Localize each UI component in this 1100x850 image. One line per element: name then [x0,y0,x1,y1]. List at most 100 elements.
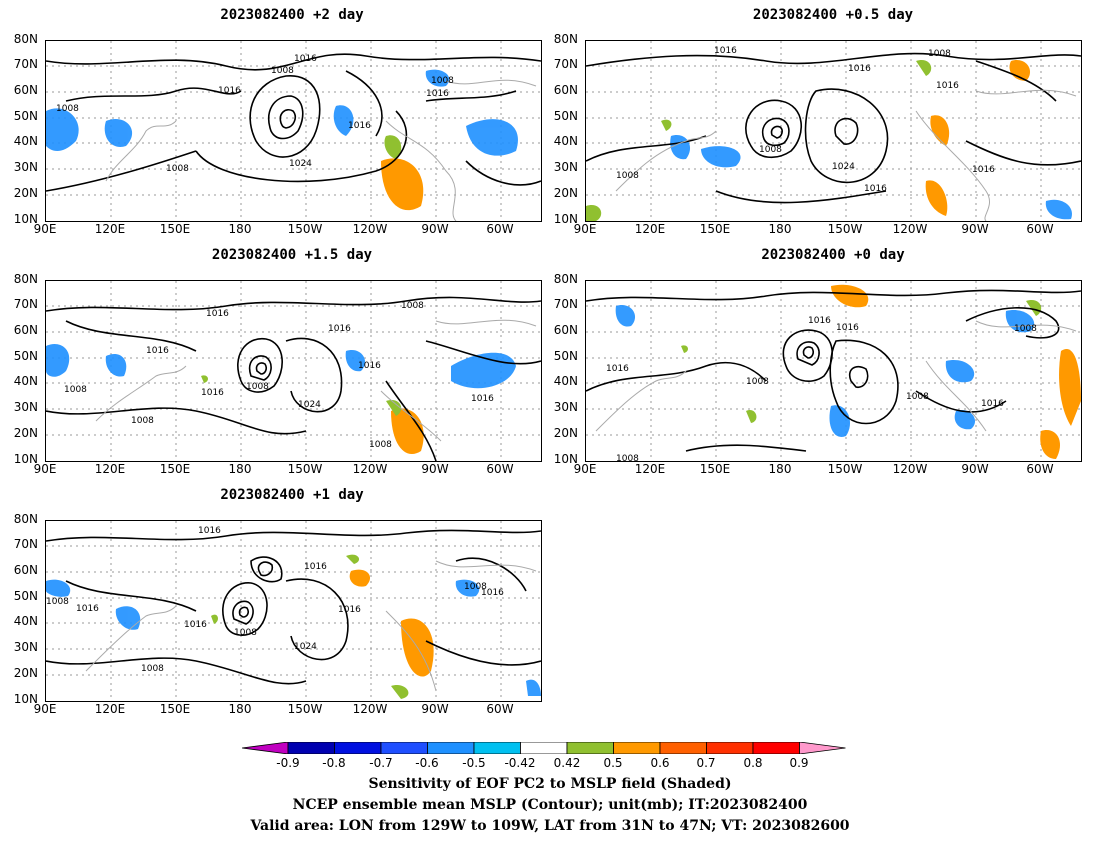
contour-label: 1016 [206,309,229,319]
colorbar-swatch [520,742,568,754]
contour-label: 1016 [481,588,504,598]
lat-label: 30N [13,400,38,414]
contour-label: 1008 [928,49,951,59]
lon-label: 120W [352,462,388,476]
lat-label: 50N [13,349,38,363]
lat-label: 10N [13,692,38,706]
colorbar-tick-label: 0.42 [553,756,581,770]
lat-label: 60N [13,563,38,577]
map-canvas: 1016 1016 1008 1016 1008 1016 1008 1008 [586,281,1081,461]
contour-label: 1008 [56,104,79,114]
contour-label: 1008 [1014,324,1037,334]
lat-label: 80N [13,272,38,286]
contour-label: 1016 [848,64,871,74]
lon-label: 90E [573,462,597,476]
lat-label: 60N [553,83,578,97]
colorbar-tick-label: 0.5 [603,756,623,770]
caption-line-2: NCEP ensemble mean MSLP (Contour); unit(… [292,797,808,813]
lat-label: 50N [553,349,578,363]
lat-label: 40N [13,374,38,388]
colorbar-tick-label: 0.6 [650,756,670,770]
contour-label: 1024 [832,162,855,172]
lon-label: 90W [421,702,449,716]
lat-label: 20N [553,186,578,200]
contour-label: 1008 [166,164,189,174]
contour-label: 1016 [426,89,449,99]
contour-label: 1024 [298,400,321,410]
contour-label: 1016 [936,81,959,91]
contour-label: 1008 [271,66,294,76]
lon-label: 120E [94,462,126,476]
colorbar-swatch [242,742,289,754]
colorbar-swatch [380,742,428,754]
contour-label: 1016 [348,121,371,131]
colorbar-swatch [799,742,846,754]
colorbar-swatch [566,742,614,754]
contour-label: 1024 [294,642,317,652]
panel-title: 2023082400 +0 day [761,247,905,263]
lon-label: 150E [159,462,191,476]
contour-label: 1024 [289,159,312,169]
caption-line-1: Sensitivity of EOF PC2 to MSLP field (Sh… [368,776,732,792]
lon-label: 150W [287,702,323,716]
colorbar-swatch [613,742,661,754]
lat-label: 70N [13,537,38,551]
contour-label: 1016 [606,364,629,374]
map-plot: 1016 1016 1016 1008 1016 1008 1024 1016 … [45,280,542,462]
lat-label: 40N [553,134,578,148]
lat-label: 30N [13,640,38,654]
lon-label: 120E [634,222,666,236]
lon-label: 180 [228,222,252,236]
lat-label: 10N [13,212,38,226]
contour-label: 1016 [184,620,207,630]
lat-label: 70N [553,57,578,71]
colorbar-swatch [659,742,707,754]
lon-label: 150W [287,222,323,236]
lat-label: 70N [13,57,38,71]
contour-label: 1016 [198,526,221,536]
lat-label: 60N [13,323,38,337]
contour-label: 1016 [808,316,831,326]
lon-label: 120E [634,462,666,476]
colorbar-swatch [752,742,800,754]
lat-label: 50N [13,109,38,123]
contour-label: 1008 [431,76,454,86]
lon-label: 150E [159,702,191,716]
lon-label: 60W [486,702,514,716]
lat-label: 50N [13,589,38,603]
contour-label: 1008 [64,385,87,395]
lon-label: 90E [33,702,57,716]
lon-label: 90E [33,462,57,476]
contour-label: 1008 [246,382,269,392]
contour-label: 1008 [616,171,639,181]
contour-label: 1016 [358,361,381,371]
lon-label: 120W [352,702,388,716]
map-canvas: 1016 1016 1016 1008 1016 1008 1024 1016 … [46,281,541,461]
colorbar-swatch [334,742,382,754]
lon-label: 90W [961,222,989,236]
map-canvas: 1016 1016 1008 1016 1016 1008 1024 1016 … [46,521,541,701]
lon-label: 60W [486,462,514,476]
contour-label: 1016 [981,399,1004,409]
map-plot: 1016 1016 1008 1016 1008 1016 1008 1008 [585,280,1082,462]
lon-label: 120E [94,222,126,236]
lon-label: 150W [287,462,323,476]
lat-label: 80N [553,272,578,286]
contour-label: 1016 [328,324,351,334]
contour-label: 1008 [234,628,257,638]
contour-label: 1016 [146,346,169,356]
lat-label: 70N [13,297,38,311]
contour-label: 1016 [471,394,494,404]
lon-label: 180 [228,462,252,476]
colorbar-tick-label: -0.9 [276,756,300,770]
lon-label: 120W [892,222,928,236]
panel-title: 2023082400 +1.5 day [211,247,373,263]
lat-label: 30N [13,160,38,174]
lon-label: 60W [1026,222,1054,236]
lon-label: 120W [352,222,388,236]
lon-label: 90W [421,462,449,476]
colorbar-swatches [242,742,846,754]
contour-label: 1008 [401,301,424,311]
lat-label: 20N [13,666,38,680]
colorbar-tick-label: -0.8 [322,756,346,770]
